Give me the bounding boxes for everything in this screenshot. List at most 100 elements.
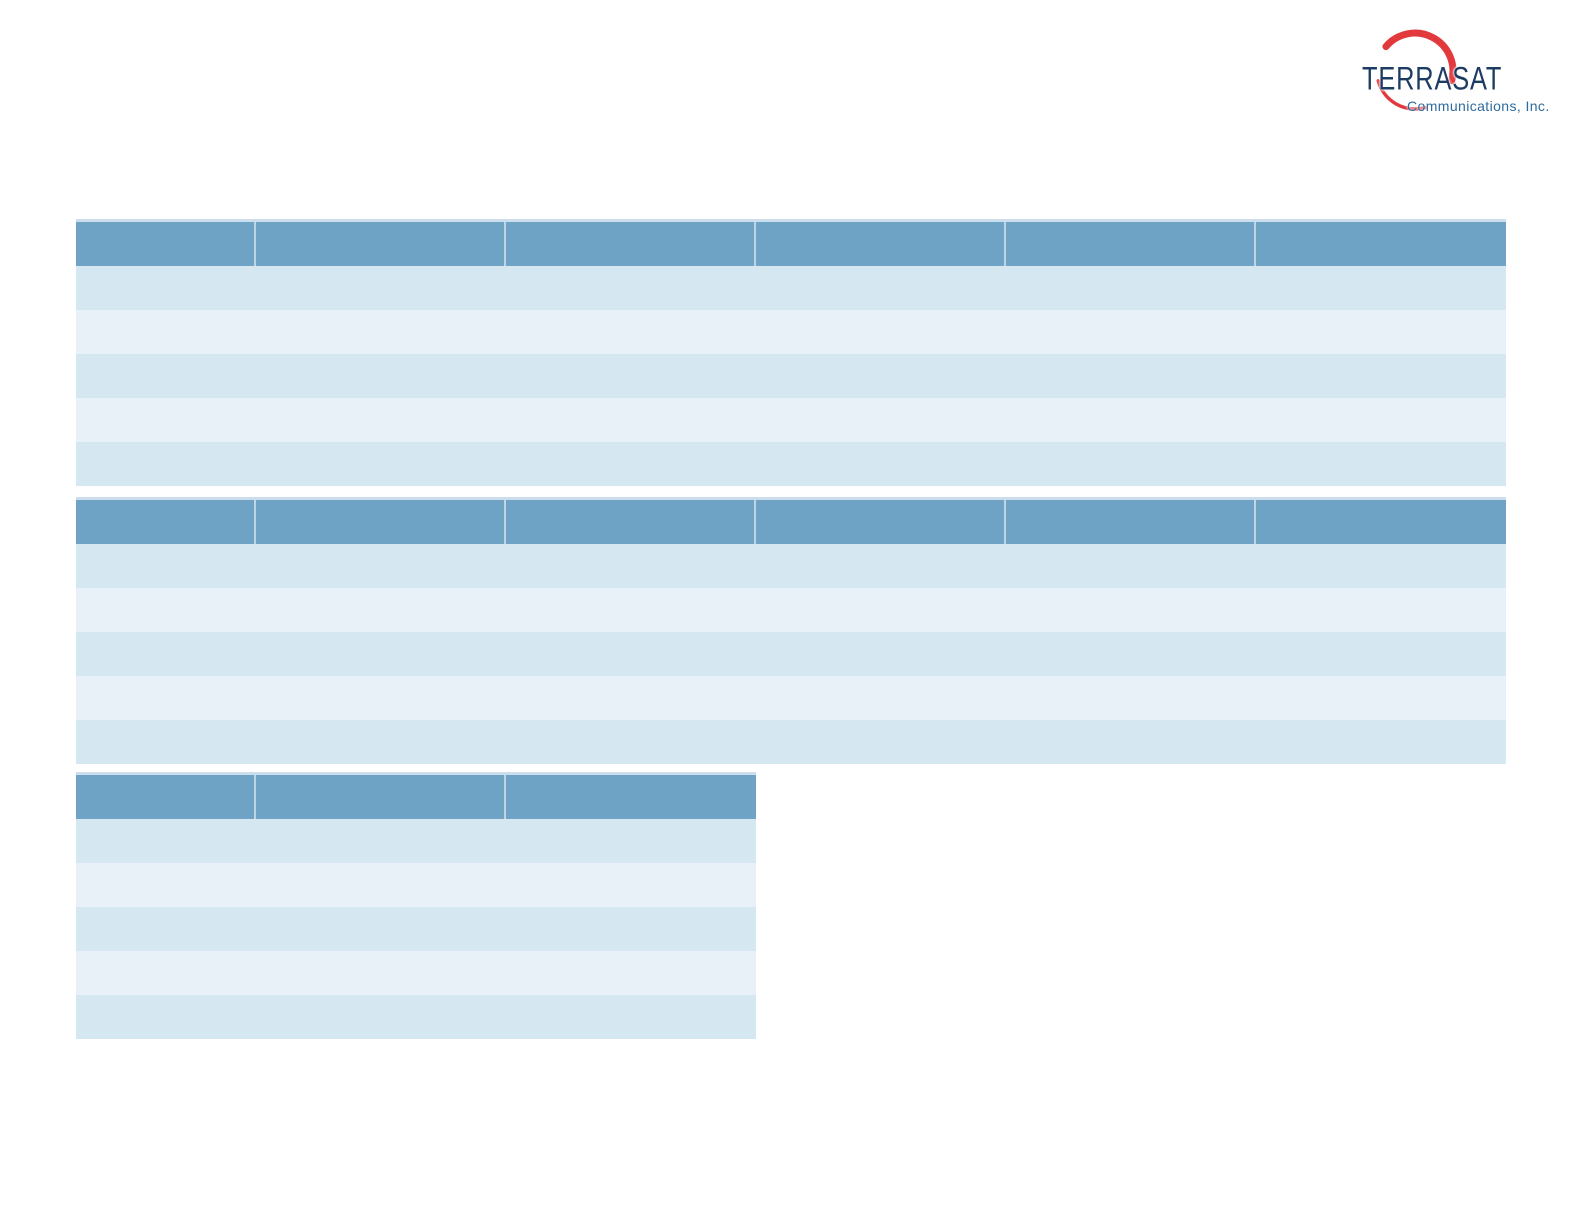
table-row — [76, 310, 1506, 354]
table-cell — [506, 863, 756, 907]
table-cell — [256, 310, 506, 354]
logo-arc-top — [1382, 29, 1457, 85]
table-cell — [76, 266, 256, 310]
table-cell — [506, 907, 756, 951]
table-cell — [1006, 354, 1256, 398]
table-cell — [506, 354, 756, 398]
table-cell — [1256, 354, 1506, 398]
header-cell — [76, 775, 256, 819]
header-cell — [76, 222, 256, 266]
table-cell — [256, 863, 506, 907]
table-cell — [756, 310, 1006, 354]
logo-arc-bottom — [1376, 79, 1427, 111]
spec-table-2 — [76, 497, 1506, 764]
spec-table-3 — [76, 772, 756, 1039]
table-cell — [1006, 266, 1256, 310]
header-cell — [506, 222, 756, 266]
table-cell — [1256, 310, 1506, 354]
table-cell — [1006, 632, 1256, 676]
table-row — [76, 354, 1506, 398]
header-cell — [1006, 222, 1256, 266]
table-cell — [1256, 588, 1506, 632]
table-cell — [506, 588, 756, 632]
table-cell — [256, 442, 506, 486]
table-cell — [76, 819, 256, 863]
table-cell — [756, 266, 1006, 310]
table-cell — [1006, 442, 1256, 486]
table-cell — [76, 995, 256, 1039]
table-cell — [506, 632, 756, 676]
table-cell — [506, 819, 756, 863]
table-cell — [256, 354, 506, 398]
table-header-row — [76, 775, 756, 819]
table-cell — [76, 907, 256, 951]
table-cell — [506, 544, 756, 588]
table-cell — [1006, 720, 1256, 764]
table-cell — [76, 720, 256, 764]
table-row — [76, 676, 1506, 720]
table-cell — [1256, 720, 1506, 764]
table-cell — [506, 995, 756, 1039]
header-cell — [756, 500, 1006, 544]
table-cell — [76, 588, 256, 632]
table-cell — [1256, 632, 1506, 676]
table-cell — [756, 676, 1006, 720]
header-cell — [1256, 500, 1506, 544]
table-cell — [1256, 398, 1506, 442]
table-row — [76, 632, 1506, 676]
table-cell — [256, 398, 506, 442]
table-header-row — [76, 222, 1506, 266]
table-row — [76, 442, 1506, 486]
table-header-row — [76, 500, 1506, 544]
table-cell — [756, 720, 1006, 764]
table-cell — [506, 310, 756, 354]
table-cell — [756, 354, 1006, 398]
table-cell — [256, 544, 506, 588]
header-cell — [1256, 222, 1506, 266]
table-cell — [76, 310, 256, 354]
table-cell — [256, 907, 506, 951]
table-cell — [756, 398, 1006, 442]
table-cell — [1256, 544, 1506, 588]
table-cell — [1006, 398, 1256, 442]
table-row — [76, 951, 756, 995]
logo-subtitle-text: Communications, Inc. — [1407, 98, 1550, 114]
table-cell — [256, 632, 506, 676]
table-cell — [1006, 676, 1256, 720]
table-cell — [506, 951, 756, 995]
table-row — [76, 819, 756, 863]
table-cell — [1006, 310, 1256, 354]
header-cell — [76, 500, 256, 544]
table-cell — [256, 951, 506, 995]
table-cell — [506, 442, 756, 486]
table-row — [76, 398, 1506, 442]
table-row — [76, 266, 1506, 310]
table-cell — [76, 398, 256, 442]
spec-table-1 — [76, 219, 1506, 486]
table-cell — [506, 398, 756, 442]
table-row — [76, 588, 1506, 632]
table-cell — [1256, 676, 1506, 720]
header-cell — [256, 222, 506, 266]
table-cell — [256, 676, 506, 720]
table-cell — [506, 720, 756, 764]
table-row — [76, 907, 756, 951]
table-cell — [256, 995, 506, 1039]
table-cell — [756, 588, 1006, 632]
table-cell — [1006, 544, 1256, 588]
table-cell — [76, 951, 256, 995]
header-cell — [756, 222, 1006, 266]
header-cell — [506, 775, 756, 819]
table-cell — [76, 632, 256, 676]
table-cell — [1256, 442, 1506, 486]
table-cell — [756, 632, 1006, 676]
table-cell — [506, 676, 756, 720]
table-cell — [76, 442, 256, 486]
table-cell — [76, 676, 256, 720]
table-cell — [756, 442, 1006, 486]
table-row — [76, 544, 1506, 588]
table-row — [76, 863, 756, 907]
table-cell — [76, 863, 256, 907]
terrasat-logo: TERRASAT Communications, Inc. — [1330, 16, 1550, 120]
